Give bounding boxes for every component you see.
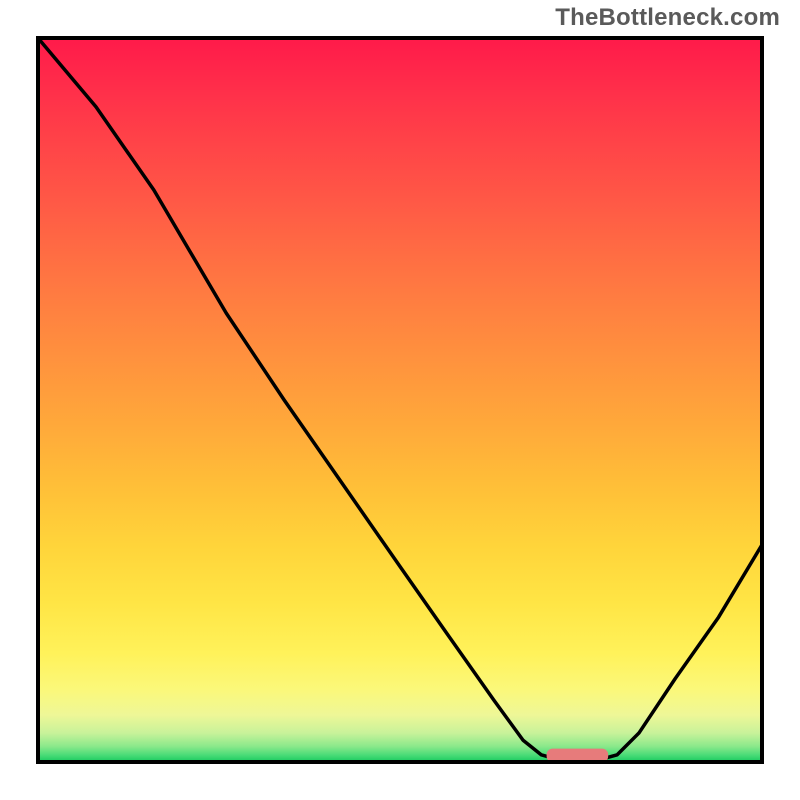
chart-container: TheBottleneck.com [0,0,800,800]
plot-background [38,38,762,762]
bottleneck-chart [0,0,800,800]
watermark-text: TheBottleneck.com [555,4,780,32]
